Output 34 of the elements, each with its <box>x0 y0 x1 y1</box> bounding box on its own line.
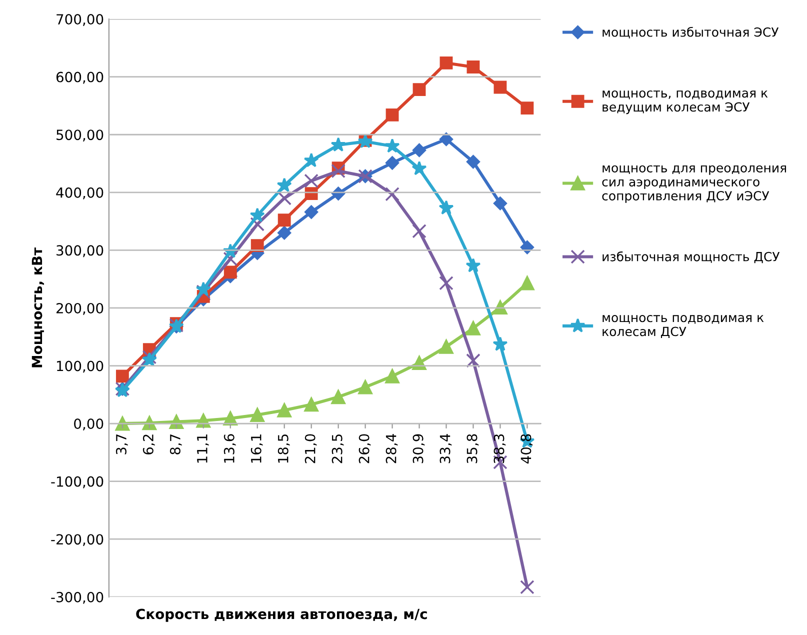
x-tick-label: 3,7 <box>116 434 128 454</box>
legend-label: мощность избыточная ЭСУ <box>602 26 779 38</box>
y-tick-label: 700,00 <box>56 14 104 26</box>
legend-label: мощность, подводимая к ведущим колесам ЭСУ <box>602 90 768 114</box>
y-tick-label: 500,00 <box>56 130 104 142</box>
y-tick-label: 100,00 <box>57 360 104 373</box>
y-tick-label: 400,00 <box>56 187 104 200</box>
x-tick-label: 35,8 <box>466 434 479 464</box>
x-tick-label: 16,1 <box>250 434 263 463</box>
x-tick-label: 28,4 <box>386 434 398 464</box>
x-tick-label: 18,5 <box>278 434 290 463</box>
x-tick-label: 30,9 <box>412 434 425 464</box>
x-tick-label: 23,5 <box>332 434 344 464</box>
y-tick-label: 0,00 <box>74 418 104 430</box>
x-tick-label: 11,1 <box>197 434 209 463</box>
x-tick-label: 8,7 <box>170 434 182 454</box>
x-tick-label: 21,0 <box>304 434 317 464</box>
y-axis-title: Мощность, кВт <box>32 247 44 368</box>
y-tick-label: -300,00 <box>51 592 104 604</box>
x-tick-label: 40,8 <box>520 434 533 464</box>
y-tick-label: -100,00 <box>51 476 104 488</box>
legend-label: мощность для преодоления сил аэродинамического сопротивления ДСУ иЭСУ <box>602 165 786 203</box>
x-tick-label: 6,2 <box>142 434 155 454</box>
y-tick-label: -200,00 <box>51 534 104 546</box>
x-tick-label: 38,3 <box>494 434 506 464</box>
y-tick-label: 200,00 <box>56 302 104 315</box>
legend-label: избыточная мощность ДСУ <box>602 251 780 264</box>
x-tick-label: 33,4 <box>440 434 452 464</box>
x-tick-label: 13,6 <box>224 434 236 463</box>
legend-label: мощность подводимая к колесам ДСУ <box>602 315 764 338</box>
y-tick-label: 300,00 <box>56 245 104 258</box>
x-tick-label: 26,0 <box>358 434 371 464</box>
x-axis-title: Скорость движения автопоезда, м/с <box>136 608 427 622</box>
y-tick-label: 600,00 <box>56 72 104 84</box>
